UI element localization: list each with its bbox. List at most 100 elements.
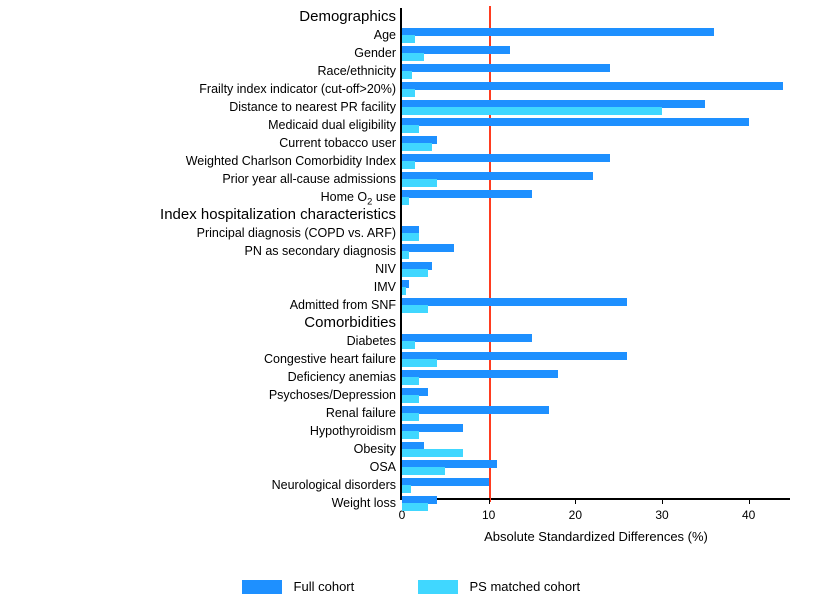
item-label: Principal diagnosis (COPD vs. ARF): [16, 224, 396, 242]
item-label: Current tobacco user: [16, 134, 396, 152]
bar-full-cohort: [402, 118, 749, 126]
bar-ps-cohort: [402, 449, 463, 457]
bar-ps-cohort: [402, 341, 415, 349]
bar-row: [402, 332, 790, 350]
bar-ps-cohort: [402, 53, 424, 61]
legend-item-ps: PS matched cohort: [418, 578, 580, 594]
bar-row: [402, 476, 790, 494]
item-label: Prior year all-cause admissions: [16, 170, 396, 188]
bar-full-cohort: [402, 334, 532, 342]
bar-ps-cohort: [402, 305, 428, 313]
bar-ps-cohort: [402, 467, 445, 475]
section-header: Comorbidities: [16, 314, 396, 332]
bar-row: [402, 44, 790, 62]
legend-label-full: Full cohort: [294, 579, 355, 594]
item-label: Neurological disorders: [16, 476, 396, 494]
bar-full-cohort: [402, 370, 558, 378]
item-label: OSA: [16, 458, 396, 476]
bar-row: [402, 458, 790, 476]
bar-ps-cohort: [402, 485, 411, 493]
item-label: Race/ethnicity: [16, 62, 396, 80]
section-header: Demographics: [16, 8, 396, 26]
legend: Full cohort PS matched cohort: [0, 578, 822, 594]
bar-ps-cohort: [402, 35, 415, 43]
bar-ps-cohort: [402, 287, 406, 295]
bar-row: [402, 350, 790, 368]
item-label: Hypothyroidism: [16, 422, 396, 440]
bar-full-cohort: [402, 298, 627, 306]
bar-ps-cohort: [402, 269, 428, 277]
item-label: Admitted from SNF: [16, 296, 396, 314]
bar-ps-cohort: [402, 413, 419, 421]
bar-row: [402, 224, 790, 242]
bar-ps-cohort: [402, 89, 415, 97]
bar-ps-cohort: [402, 251, 409, 259]
bar-row: [402, 422, 790, 440]
bar-full-cohort: [402, 154, 610, 162]
bar-ps-cohort: [402, 233, 419, 241]
item-label: PN as secondary diagnosis: [16, 242, 396, 260]
bar-row: [402, 170, 790, 188]
bar-row: [402, 116, 790, 134]
bar-ps-cohort: [402, 359, 437, 367]
bar-full-cohort: [402, 190, 532, 198]
bar-row: [402, 188, 790, 206]
item-label: Deficiency anemias: [16, 368, 396, 386]
bar-full-cohort: [402, 28, 714, 36]
bar-row: [402, 368, 790, 386]
item-label: Diabetes: [16, 332, 396, 350]
bar-row: [402, 98, 790, 116]
bar-row: [402, 494, 790, 512]
bar-full-cohort: [402, 82, 783, 90]
bar-row: [402, 440, 790, 458]
bar-ps-cohort: [402, 431, 419, 439]
item-label: Medicaid dual eligibility: [16, 116, 396, 134]
bar-ps-cohort: [402, 179, 437, 187]
bar-ps-cohort: [402, 503, 428, 511]
bar-row: [402, 134, 790, 152]
item-label: Gender: [16, 44, 396, 62]
item-label: NIV: [16, 260, 396, 278]
bar-row: [402, 26, 790, 44]
bar-row: [402, 296, 790, 314]
item-label: Weighted Charlson Comorbidity Index: [16, 152, 396, 170]
bar-ps-cohort: [402, 161, 415, 169]
bar-ps-cohort: [402, 377, 419, 385]
bar-full-cohort: [402, 478, 489, 486]
bar-ps-cohort: [402, 395, 419, 403]
item-label: Psychoses/Depression: [16, 386, 396, 404]
bar-row: [402, 260, 790, 278]
item-label: Weight loss: [16, 494, 396, 512]
bar-ps-cohort: [402, 107, 662, 115]
item-label: Age: [16, 26, 396, 44]
legend-swatch-ps: [418, 580, 458, 594]
item-label: Distance to nearest PR facility: [16, 98, 396, 116]
legend-label-ps: PS matched cohort: [470, 579, 581, 594]
item-label: Frailty index indicator (cut-off>20%): [16, 80, 396, 98]
bar-ps-cohort: [402, 71, 412, 79]
bar-full-cohort: [402, 406, 549, 414]
bar-row: [402, 404, 790, 422]
bar-row: [402, 152, 790, 170]
item-label: IMV: [16, 278, 396, 296]
legend-swatch-full: [242, 580, 282, 594]
bar-ps-cohort: [402, 197, 409, 205]
item-label: Congestive heart failure: [16, 350, 396, 368]
legend-item-full: Full cohort: [242, 578, 354, 594]
bar-row: [402, 278, 790, 296]
bar-row: [402, 242, 790, 260]
label-column: DemographicsAgeGenderRace/ethnicityFrail…: [0, 8, 400, 528]
item-label: Renal failure: [16, 404, 396, 422]
bar-row: [402, 62, 790, 80]
section-header: Index hospitalization characteristics: [16, 206, 396, 224]
bar-row: [402, 386, 790, 404]
bar-ps-cohort: [402, 125, 419, 133]
bar-full-cohort: [402, 244, 454, 252]
plot-area: Absolute Standardized Differences (%) 01…: [400, 8, 790, 500]
bar-full-cohort: [402, 64, 610, 72]
bar-row: [402, 80, 790, 98]
x-axis-title: Absolute Standardized Differences (%): [402, 529, 790, 544]
chart-container: DemographicsAgeGenderRace/ethnicityFrail…: [0, 8, 822, 528]
item-label: Obesity: [16, 440, 396, 458]
bar-ps-cohort: [402, 143, 432, 151]
